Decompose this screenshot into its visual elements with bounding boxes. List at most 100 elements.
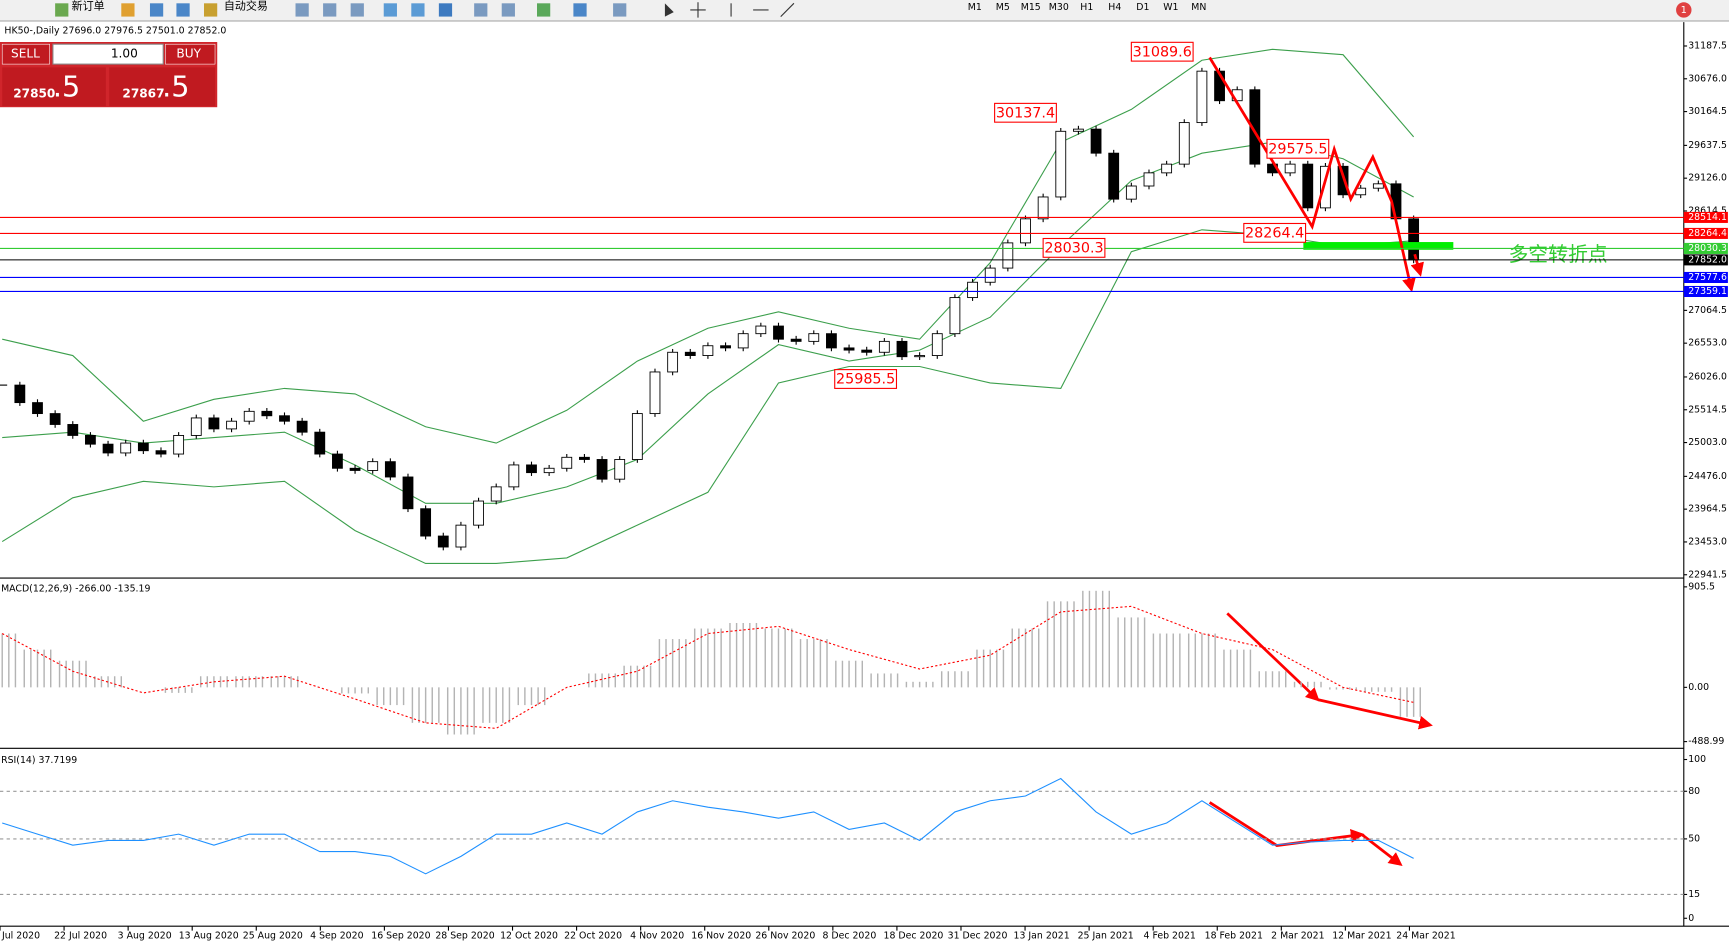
candle — [826, 333, 837, 349]
tool-icon[interactable] — [501, 3, 515, 17]
tool-icon[interactable] — [474, 3, 488, 17]
candle — [1073, 128, 1084, 132]
candle — [14, 384, 26, 404]
candle — [279, 415, 290, 422]
tool-icon[interactable] — [176, 3, 190, 17]
x-tick-label: 12 Mar 2021 — [1332, 931, 1391, 942]
auto-trading-icon[interactable] — [203, 3, 218, 17]
x-tick-label: 25 Jan 2021 — [1078, 931, 1134, 942]
toolbar-label[interactable]: 自动交易 — [224, 0, 268, 13]
candle — [949, 297, 961, 335]
x-tick-label: 12 Oct 2020 — [500, 931, 558, 942]
timeframe-button[interactable]: M15 — [1021, 2, 1041, 13]
trendline-icon[interactable] — [780, 2, 795, 17]
alert-badge[interactable] — [1676, 2, 1692, 18]
timeframe-button[interactable]: W1 — [1163, 2, 1178, 13]
tool-icon[interactable] — [323, 3, 337, 17]
candle — [173, 435, 185, 455]
buy-label: BUY — [176, 47, 201, 61]
indicator-icon[interactable] — [537, 3, 551, 17]
candle — [1161, 163, 1173, 174]
candle — [684, 351, 696, 356]
crosshair-icon[interactable] — [690, 2, 706, 18]
price-line-tag — [1683, 271, 1728, 283]
price-note: 28030.3 — [1044, 240, 1103, 256]
candle — [314, 431, 326, 455]
zoom-in-icon[interactable] — [383, 3, 397, 17]
macd-arrow — [1317, 698, 1433, 730]
timeframe-button[interactable]: M5 — [996, 2, 1010, 13]
sell-price-box[interactable] — [2, 67, 106, 107]
period-icon[interactable] — [573, 3, 587, 17]
x-tick-label: 0 Jul 2020 — [0, 931, 40, 942]
timeframe-button[interactable]: M1 — [968, 2, 982, 13]
toolbar — [0, 0, 1729, 22]
rsi-arrow — [1208, 801, 1365, 847]
timeframe-button[interactable]: H1 — [1080, 2, 1093, 13]
candle — [1125, 185, 1137, 200]
support-zone — [1303, 242, 1454, 250]
turning-point-note: 多空转折点 — [1508, 243, 1607, 266]
tile-icon[interactable] — [438, 3, 453, 17]
tool-icon[interactable] — [350, 3, 364, 17]
candle — [0, 384, 8, 386]
candle — [808, 333, 820, 342]
tool-icon[interactable] — [121, 3, 135, 17]
candle — [1002, 242, 1014, 269]
lot-field[interactable] — [52, 43, 164, 65]
price-note: 30137.4 — [996, 105, 1055, 121]
timeframe-button[interactable]: M30 — [1049, 2, 1069, 13]
x-tick-label: 3 Aug 2020 — [118, 931, 172, 942]
toolbar-label[interactable]: 新订单 — [72, 0, 105, 13]
price-note-box — [1266, 138, 1330, 159]
y-tick-label: 80 — [1688, 786, 1700, 797]
cursor-icon[interactable] — [664, 3, 674, 17]
candle — [85, 435, 96, 445]
zoom-out-icon[interactable] — [411, 3, 425, 17]
y-tick-label: -488.99 — [1688, 736, 1724, 747]
price-note-box — [1243, 222, 1307, 243]
candle — [790, 338, 802, 342]
timeframe-button[interactable]: H4 — [1108, 2, 1121, 13]
candle — [1055, 130, 1067, 198]
candle — [1284, 163, 1296, 174]
x-tick-label: 26 Nov 2020 — [755, 931, 815, 942]
y-tick-label: 26553.0 — [1688, 338, 1727, 349]
candle — [1108, 152, 1120, 200]
price-line-label: 28030.3 — [1688, 243, 1727, 254]
x-tick-label: 24 Mar 2021 — [1396, 931, 1455, 942]
candle — [384, 461, 396, 478]
candle — [967, 281, 978, 299]
template-icon[interactable] — [613, 3, 627, 17]
buy-price-box[interactable] — [109, 67, 216, 107]
y-tick-label: 25003.0 — [1688, 437, 1727, 448]
timeframe-button[interactable]: D1 — [1136, 2, 1149, 13]
x-tick-label: 18 Feb 2021 — [1205, 931, 1263, 942]
y-tick-label: 50 — [1688, 833, 1700, 844]
candle — [296, 420, 308, 433]
buy-button[interactable] — [165, 43, 216, 65]
x-tick-label: 16 Sep 2020 — [371, 931, 430, 942]
tool-icon[interactable] — [295, 3, 309, 17]
timeframe-button[interactable]: MN — [1191, 2, 1206, 13]
x-tick-label: 28 Sep 2020 — [435, 931, 494, 942]
x-tick-label: 25 Aug 2020 — [243, 931, 303, 942]
candle — [1320, 165, 1331, 209]
price-line-label: 27577.6 — [1688, 272, 1727, 283]
macd-arrow — [1226, 612, 1320, 702]
candle — [614, 459, 626, 480]
y-tick-label: 15 — [1688, 889, 1700, 900]
new-order-icon[interactable] — [55, 3, 69, 17]
y-tick-label: 30164.5 — [1688, 106, 1727, 117]
tool-icon[interactable] — [149, 3, 164, 17]
candle — [508, 464, 520, 488]
candle — [984, 267, 996, 283]
candle — [878, 340, 890, 353]
price-note: 29575.5 — [1268, 141, 1327, 157]
x-tick-label: 2 Mar 2021 — [1271, 931, 1324, 942]
price-note-box — [1130, 41, 1194, 62]
ask-main: 27867 — [122, 86, 164, 100]
candle — [561, 456, 573, 469]
sell-button[interactable] — [1, 43, 50, 65]
y-tick-label: 28614.5 — [1688, 205, 1727, 216]
